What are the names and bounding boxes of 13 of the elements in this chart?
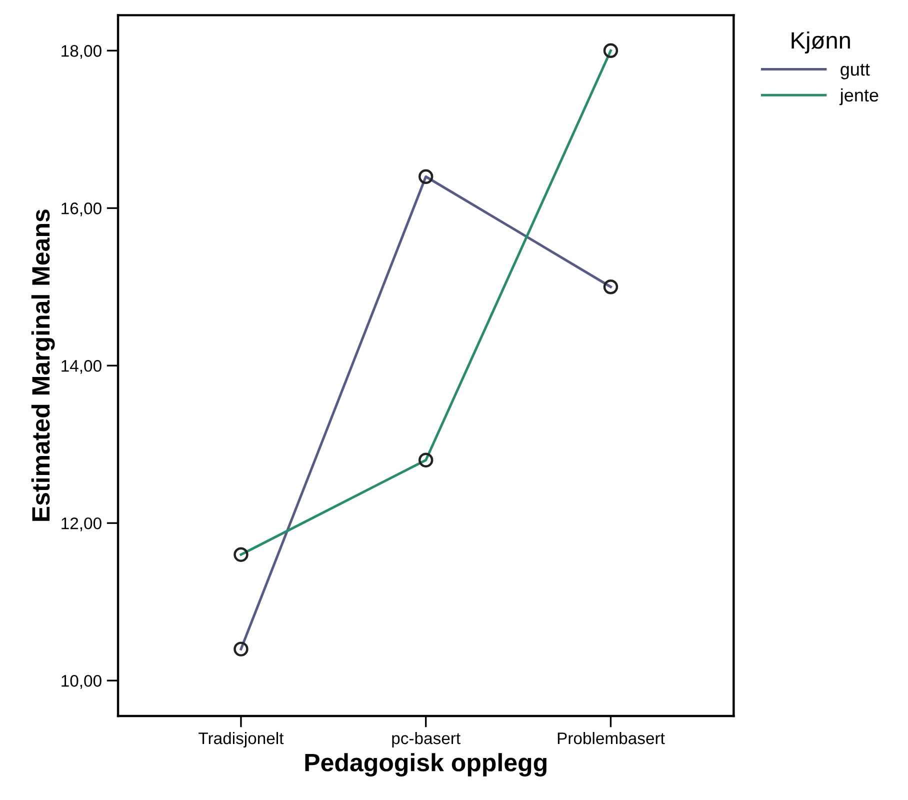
y-axis-title: Estimated Marginal Means	[31, 210, 55, 521]
legend-title: Kjønn	[792, 31, 850, 54]
y-tick-label: 14,00	[62, 360, 102, 374]
legend-label: jente	[839, 88, 878, 106]
x-tick-label: Problembasert	[558, 732, 665, 744]
y-tick-label: 12,00	[62, 517, 102, 532]
x-tick-label: pc-basert	[392, 732, 460, 748]
x-tick-label: Tradisjonelt	[198, 732, 284, 748]
y-tick-label: 18,00	[62, 45, 102, 59]
x-axis-title: Pedagogisk opplegg	[305, 753, 546, 776]
y-tick-label: 10,00	[62, 674, 102, 689]
legend-label: gutt	[840, 64, 870, 80]
y-tick-label: 16,00	[62, 202, 102, 216]
